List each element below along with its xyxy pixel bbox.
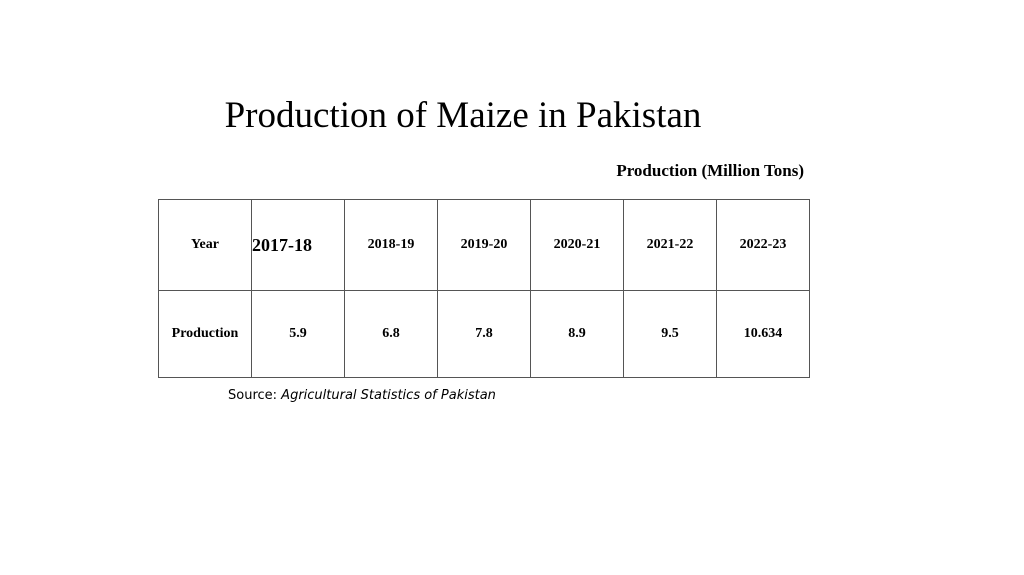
table-cell: 2018-19 — [344, 199, 438, 291]
table-cell: 7.8 — [437, 290, 531, 378]
unit-label: Production (Million Tons) — [616, 161, 804, 180]
table-cell: 10.634 — [716, 290, 810, 378]
table-cell: 2017-18 — [251, 199, 345, 291]
title: Production of Maize in Pakistan — [224, 95, 702, 136]
table-row: Year 2017-18 2018-19 2019-20 2020-21 2021-22 2… — [158, 199, 810, 291]
table-cell: 2022-23 — [716, 199, 810, 291]
table-cell: 6.8 — [344, 290, 438, 378]
source-label: Source: — [228, 388, 278, 403]
table-cell: Year — [158, 199, 252, 291]
table-cell: 8.9 — [530, 290, 624, 378]
table-cell: Production — [158, 290, 252, 378]
table: Year 2017-18 2018-19 2019-20 2020-21 2021-22 2… — [158, 199, 810, 378]
table-cell: 2020-21 — [530, 199, 624, 291]
table-row: Production 5.9 6.8 7.8 8.9 9.5 10.634 — [158, 290, 810, 378]
source-text: Agricultural Statistics of Pakistan — [281, 388, 496, 403]
table-cell: 5.9 — [251, 290, 345, 378]
source: Source: Agricultural Statistics of Pakis… — [228, 388, 496, 403]
table-cell: 9.5 — [623, 290, 717, 378]
table-cell: 2019-20 — [437, 199, 531, 291]
table-cell: 2021-22 — [623, 199, 717, 291]
